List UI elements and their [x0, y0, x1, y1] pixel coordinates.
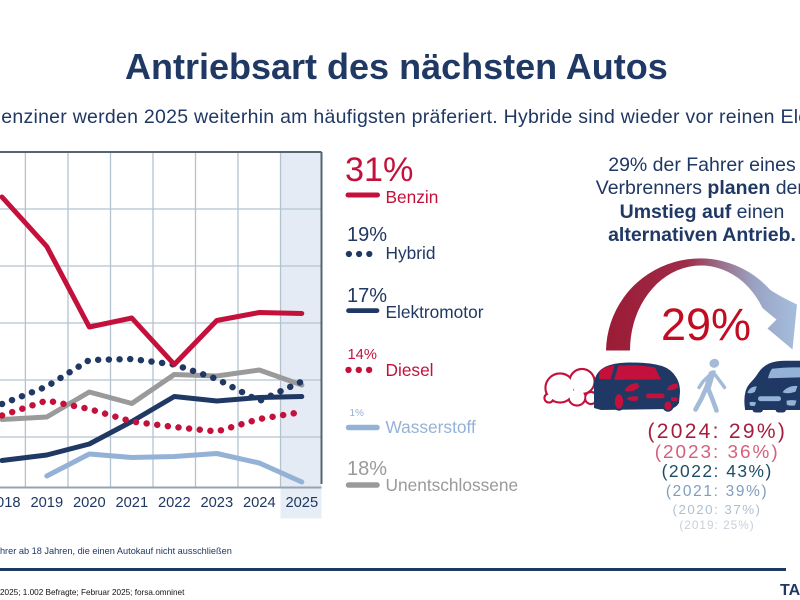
svg-text:2022: 2022 [158, 495, 191, 511]
svg-text:2018: 2018 [0, 495, 21, 511]
svg-text:2020: 2020 [73, 495, 106, 511]
svg-text:2024: 2024 [243, 495, 276, 511]
svg-text:2019: 2019 [30, 495, 63, 511]
svg-text:2025: 2025 [285, 495, 318, 511]
svg-text:2023: 2023 [200, 495, 233, 511]
svg-text:2021: 2021 [115, 495, 148, 511]
